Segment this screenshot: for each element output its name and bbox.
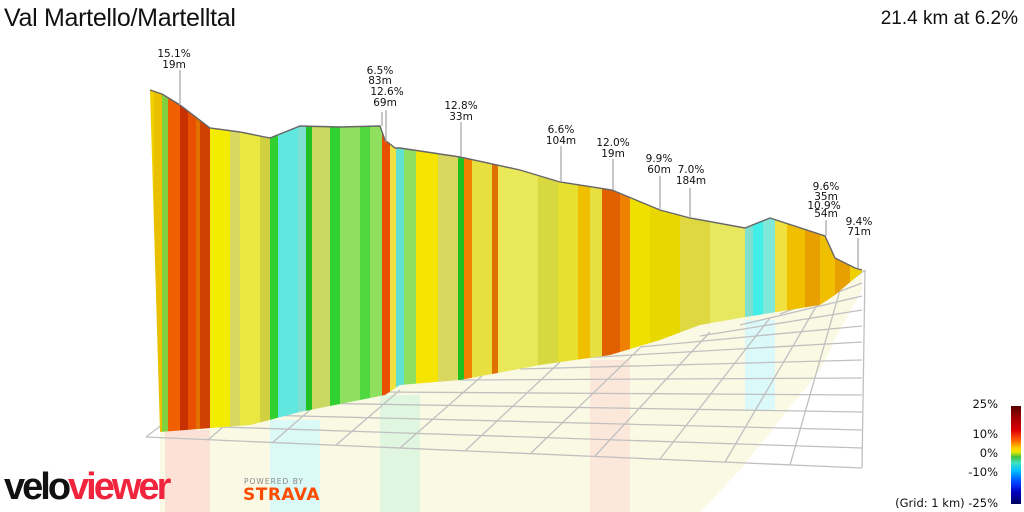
svg-text:19m: 19m xyxy=(601,148,625,160)
route-summary: 21.4 km at 6.2% xyxy=(880,8,1018,29)
profile-outline xyxy=(149,89,863,271)
svg-text:69m: 69m xyxy=(373,97,397,109)
svg-text:12.0%: 12.0% xyxy=(596,137,629,149)
floor-grid xyxy=(145,269,866,469)
svg-text:12.8%: 12.8% xyxy=(444,100,477,112)
legend-tick-neg10: -10% xyxy=(968,465,998,479)
svg-text:12.6%: 12.6% xyxy=(370,86,403,98)
legend-tick-25: 25% xyxy=(972,397,998,411)
svg-text:83m: 83m xyxy=(368,75,392,87)
svg-text:15.1%: 15.1% xyxy=(157,48,190,60)
svg-text:9.4%: 9.4% xyxy=(846,216,873,228)
svg-text:9.6%: 9.6% xyxy=(813,181,840,193)
svg-text:10.9%: 10.9% xyxy=(807,200,840,212)
svg-text:7.0%: 7.0% xyxy=(678,164,705,176)
strava-logo: STRAVA xyxy=(243,485,321,505)
annotation-lines xyxy=(179,70,859,268)
svg-text:71m: 71m xyxy=(847,226,871,238)
logo-velo: velo xyxy=(4,466,71,508)
svg-text:60m: 60m xyxy=(647,164,671,176)
powered-by-label: POWERED BY xyxy=(244,477,305,486)
legend-grid-label: (Grid: 1 km) -25% xyxy=(895,496,998,510)
svg-text:33m: 33m xyxy=(449,111,473,123)
legend-tick-10: 10% xyxy=(972,427,998,441)
annotations: 15.1% 19m 6.5% 83m 12.6% 69m 12.8% 33m 6… xyxy=(157,48,872,238)
floor-reflection xyxy=(160,272,862,512)
gradient-color-scale xyxy=(1011,406,1021,504)
svg-text:19m: 19m xyxy=(162,59,186,71)
veloviewer-logo: veloviewer xyxy=(4,466,171,509)
svg-text:35m: 35m xyxy=(814,191,838,203)
svg-text:6.5%: 6.5% xyxy=(367,65,394,77)
svg-text:184m: 184m xyxy=(676,175,706,187)
legend-tick-0: 0% xyxy=(979,446,998,460)
route-title: Val Martello/Martelltal xyxy=(4,4,236,32)
svg-text:9.9%: 9.9% xyxy=(646,153,673,165)
svg-text:54m: 54m xyxy=(814,208,838,220)
svg-text:104m: 104m xyxy=(546,135,576,147)
logo-viewer: viewer xyxy=(68,466,171,508)
svg-text:6.6%: 6.6% xyxy=(548,124,575,136)
